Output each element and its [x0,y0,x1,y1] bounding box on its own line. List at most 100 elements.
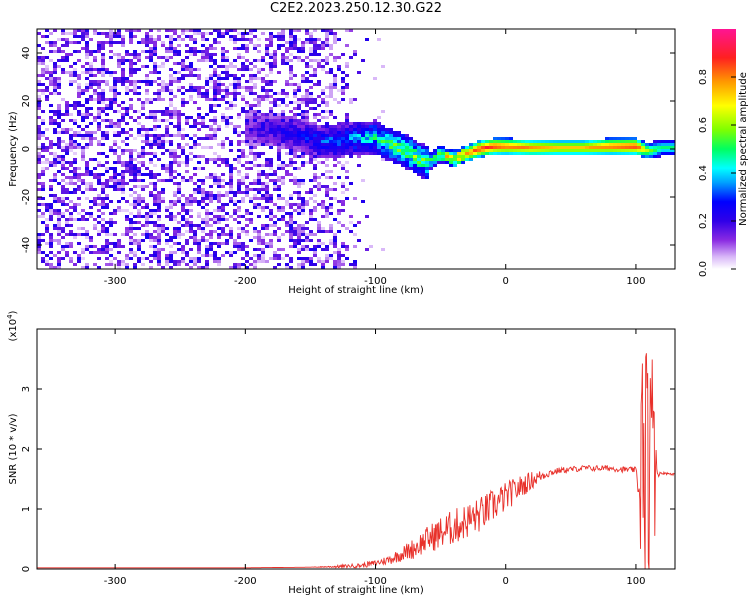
heat-cell [373,140,377,143]
heat-cell [141,161,145,164]
heat-cell [417,149,421,152]
heat-cell [153,176,157,179]
heat-cell [301,233,305,236]
heat-cell [321,47,325,50]
heat-cell [173,152,177,155]
heat-cell [225,191,229,194]
heat-cell [365,248,369,251]
heat-cell [205,215,209,218]
heat-cell [189,230,193,233]
heat-cell [257,197,261,200]
heat-cell [277,176,281,179]
heat-cell [405,167,409,170]
heat-cell [421,149,425,152]
heat-cell [149,80,153,83]
heat-cell [341,143,345,146]
heat-cell [325,62,329,65]
colorbar-tick-label: 0.0 [698,261,709,277]
heat-cell [109,89,113,92]
heat-cell [373,134,377,137]
heat-cell [177,119,181,122]
heat-cell [417,152,421,155]
heat-cell [49,110,53,113]
heat-cell [57,263,61,266]
heat-cell [297,98,301,101]
heat-cell [221,98,225,101]
heat-cell [273,143,277,146]
heat-cell [209,233,213,236]
heat-cell [301,245,305,248]
heat-cell [37,182,41,185]
heat-cell [193,260,197,263]
heat-cell [269,44,273,47]
heat-cell [569,149,573,152]
heat-cell [157,179,161,182]
heat-cell [177,173,181,176]
heat-cell [105,71,109,74]
heat-cell [233,125,237,128]
heat-cell [361,200,365,203]
heat-cell [229,200,233,203]
heat-cell [57,140,61,143]
heat-cell [161,266,165,269]
heat-cell [177,260,181,263]
heat-cell [257,119,261,122]
heat-cell [257,128,261,131]
heat-cell [345,74,349,77]
heat-cell [213,257,217,260]
heat-cell [45,227,49,230]
heat-cell [509,152,513,155]
heat-cell [113,77,117,80]
heat-cell [273,62,277,65]
heat-cell [181,206,185,209]
heat-cell [65,56,69,59]
heat-cell [665,143,669,146]
heat-cell [597,143,601,146]
heat-cell [133,215,137,218]
heat-cell [181,161,185,164]
heat-cell [385,155,389,158]
heat-cell [153,251,157,254]
heat-cell [85,131,89,134]
heat-cell [57,212,61,215]
heat-cell [177,116,181,119]
heat-cell [229,185,233,188]
heat-cell [277,179,281,182]
heat-cell [325,146,329,149]
heat-cell [349,230,353,233]
heat-cell [365,146,369,149]
heat-cell [349,125,353,128]
heat-cell [49,80,53,83]
heat-cell [149,239,153,242]
heat-cell [225,56,229,59]
heat-cell [209,158,213,161]
heat-cell [121,68,125,71]
heat-cell [245,188,249,191]
heat-cell [177,233,181,236]
heat-cell [257,236,261,239]
heat-cell [265,164,269,167]
heat-cell [517,140,521,143]
heat-cell [65,131,69,134]
heat-cell [181,128,185,131]
heat-cell [245,38,249,41]
heat-cell [381,155,385,158]
heat-cell [261,89,265,92]
heat-cell [253,137,257,140]
heat-cell [305,248,309,251]
heat-cell [41,161,45,164]
x-tick-label: 0 [503,276,509,287]
heat-cell [309,41,313,44]
heat-cell [457,155,461,158]
heat-cell [349,221,353,224]
heat-cell [193,68,197,71]
heat-cell [501,143,505,146]
heat-cell [165,89,169,92]
heat-cell [137,134,141,137]
heat-cell [581,143,585,146]
heat-cell [265,182,269,185]
heat-cell [169,251,173,254]
heat-cell [301,209,305,212]
heat-cell [229,116,233,119]
heat-cell [649,152,653,155]
